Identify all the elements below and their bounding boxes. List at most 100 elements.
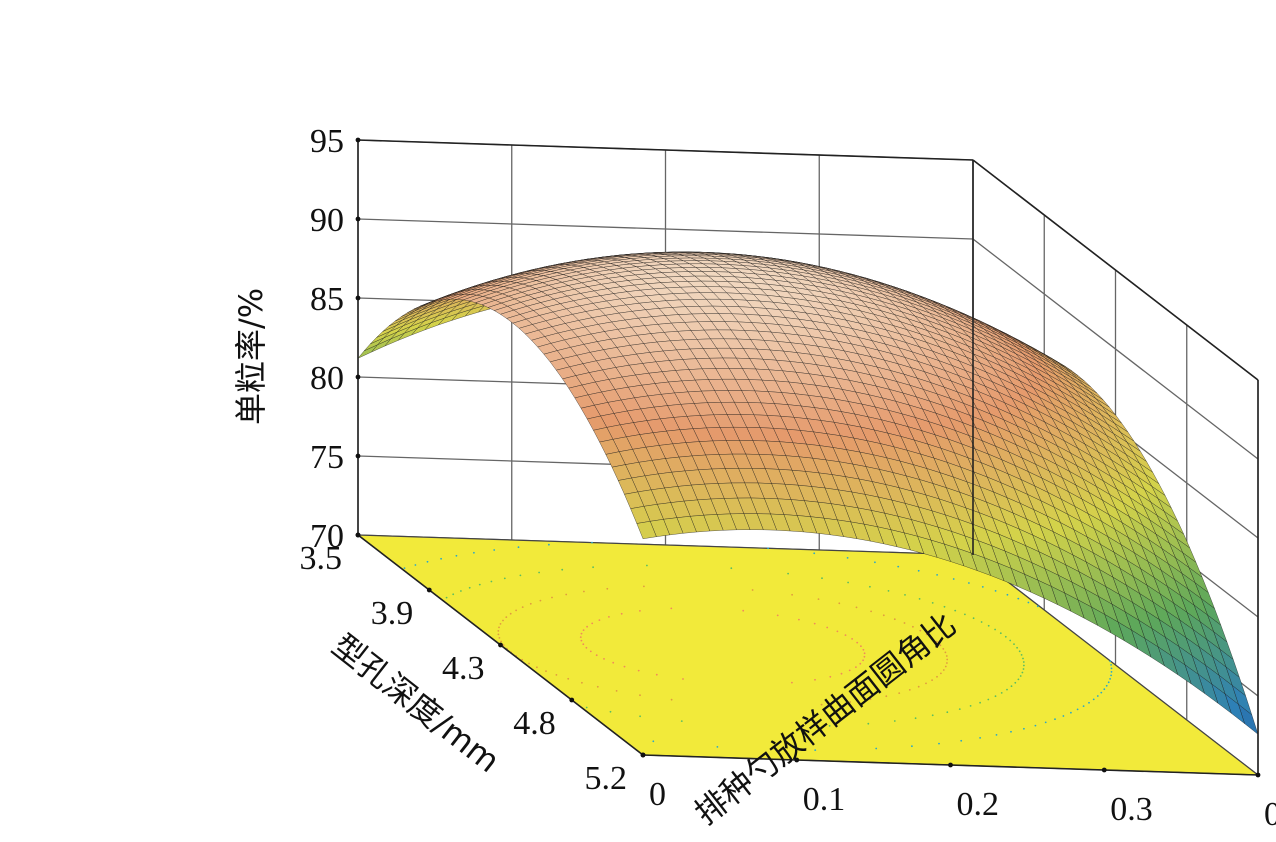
floor-contour-point bbox=[515, 609, 517, 612]
floor-contour-point bbox=[911, 745, 913, 748]
floor-contour-point bbox=[994, 590, 997, 592]
floor-contour-point bbox=[885, 695, 888, 698]
floor-contour-point bbox=[860, 645, 862, 648]
floor-contour-point bbox=[939, 644, 942, 647]
floor-contour-point bbox=[582, 629, 585, 631]
floor-contour-point bbox=[855, 666, 857, 668]
floor-contour-point bbox=[972, 617, 975, 620]
floor-contour-point bbox=[519, 574, 522, 577]
y-tick bbox=[640, 752, 646, 758]
floor-contour-point bbox=[1006, 688, 1008, 691]
floor-contour-point bbox=[893, 618, 896, 621]
floor-contour-point bbox=[1010, 730, 1012, 733]
floor-contour-point bbox=[503, 577, 506, 580]
floor-contour-point bbox=[917, 569, 920, 572]
x-tick bbox=[426, 587, 432, 593]
x-tick-label: 4.8 bbox=[513, 705, 556, 742]
x-tick-label: 3.5 bbox=[300, 540, 343, 577]
floor-contour-point bbox=[1017, 678, 1020, 681]
y-tick bbox=[794, 757, 800, 763]
floor-contour-point bbox=[1036, 605, 1039, 608]
floor-contour-point bbox=[935, 640, 938, 643]
floor-contour-point bbox=[509, 612, 512, 615]
floor-contour-point bbox=[931, 714, 934, 717]
floor-contour-point bbox=[958, 708, 961, 710]
floor-contour-point bbox=[851, 638, 853, 640]
floor-contour-point bbox=[931, 679, 933, 681]
floor-contour-point bbox=[592, 566, 594, 569]
floor-contour-point bbox=[493, 549, 496, 551]
floor-contour-point bbox=[847, 581, 849, 584]
floor-contour-point bbox=[1110, 664, 1112, 666]
z-tick-label: 90 bbox=[310, 202, 344, 239]
z-tick-label: 80 bbox=[310, 360, 344, 397]
floor-contour-point bbox=[987, 624, 990, 627]
floor-contour-point bbox=[502, 644, 505, 646]
floor-contour-point bbox=[898, 692, 901, 694]
tick-labels: 70 75 80 85 90 95 3.5 3.9 4.3 4.8 5.2 0 0.1 0.2 0.3 0.4 bbox=[300, 123, 1276, 833]
floor-contour-point bbox=[582, 643, 585, 646]
floor-contour-point bbox=[904, 594, 906, 596]
floor-contour-point bbox=[848, 669, 851, 672]
floor-contour-point bbox=[862, 659, 864, 662]
y-tick bbox=[948, 762, 953, 768]
floor-contour-point bbox=[943, 605, 946, 608]
floor-contour-point bbox=[1070, 711, 1072, 714]
floor-contour-point bbox=[969, 705, 972, 707]
floor-contour-point bbox=[1022, 657, 1024, 660]
floor-contour-point bbox=[1107, 681, 1110, 684]
floor-contour-point bbox=[639, 694, 641, 697]
floor-contour-point bbox=[565, 593, 568, 596]
floor-contour-point bbox=[1021, 671, 1024, 674]
floor-contour-point bbox=[1054, 718, 1056, 721]
floor-contour-point bbox=[473, 551, 475, 554]
floor-contour-point bbox=[912, 625, 914, 628]
floor-contour-point bbox=[583, 590, 585, 593]
floor-contour-point bbox=[1017, 597, 1020, 600]
y-tick-label: 0.4 bbox=[1264, 796, 1276, 833]
floor-contour-point bbox=[838, 602, 841, 605]
floor-contour-point bbox=[1034, 724, 1037, 727]
floor-contour-point bbox=[1004, 635, 1007, 638]
floor-contour-point bbox=[529, 602, 532, 605]
floor-contour-point bbox=[940, 672, 942, 675]
floor-contour-point bbox=[589, 650, 592, 653]
floor-contour-point bbox=[620, 612, 623, 615]
floor-contour-point bbox=[994, 628, 996, 631]
floor-contour-point bbox=[555, 674, 558, 676]
floor-contour-point bbox=[828, 725, 831, 727]
floor-contour-point bbox=[968, 582, 970, 584]
floor-contour-point bbox=[1096, 695, 1099, 697]
z-tick bbox=[355, 216, 361, 222]
floor-contour-point bbox=[498, 637, 501, 639]
floor-contour-point bbox=[623, 665, 626, 668]
floor-contour-point bbox=[500, 640, 502, 643]
floor-contour-point bbox=[936, 574, 938, 576]
floor-contour-point bbox=[776, 614, 779, 617]
floor-contour-point bbox=[499, 623, 502, 625]
floor-contour-point bbox=[918, 598, 921, 600]
floor-contour-point bbox=[874, 561, 876, 564]
floor-contour-point bbox=[1110, 671, 1113, 673]
floor-contour-point bbox=[1014, 681, 1017, 684]
floor-contour-point bbox=[954, 609, 957, 612]
floor-contour-point bbox=[931, 637, 933, 639]
floor-contour-point bbox=[767, 547, 769, 550]
y-tick-label: 0.2 bbox=[957, 786, 1000, 823]
floor-contour-point bbox=[869, 698, 872, 701]
floor-contour-point bbox=[580, 632, 583, 635]
floor-contour-point bbox=[791, 593, 793, 596]
floor-contour-point bbox=[716, 746, 719, 748]
y-tick bbox=[1101, 767, 1107, 773]
floor-contour-point bbox=[817, 598, 820, 600]
floor-contour-point bbox=[944, 651, 947, 654]
floor-contour-point bbox=[468, 586, 471, 589]
floor-contour-point bbox=[925, 682, 927, 685]
floor-contour-point bbox=[440, 557, 442, 560]
floor-contour-point bbox=[598, 619, 601, 621]
floor-contour-point bbox=[643, 585, 645, 588]
floor-contour-point bbox=[742, 609, 745, 612]
floor-contour-point bbox=[979, 737, 981, 739]
floor-contour-point bbox=[887, 590, 890, 592]
floor-contour-point bbox=[942, 648, 945, 650]
